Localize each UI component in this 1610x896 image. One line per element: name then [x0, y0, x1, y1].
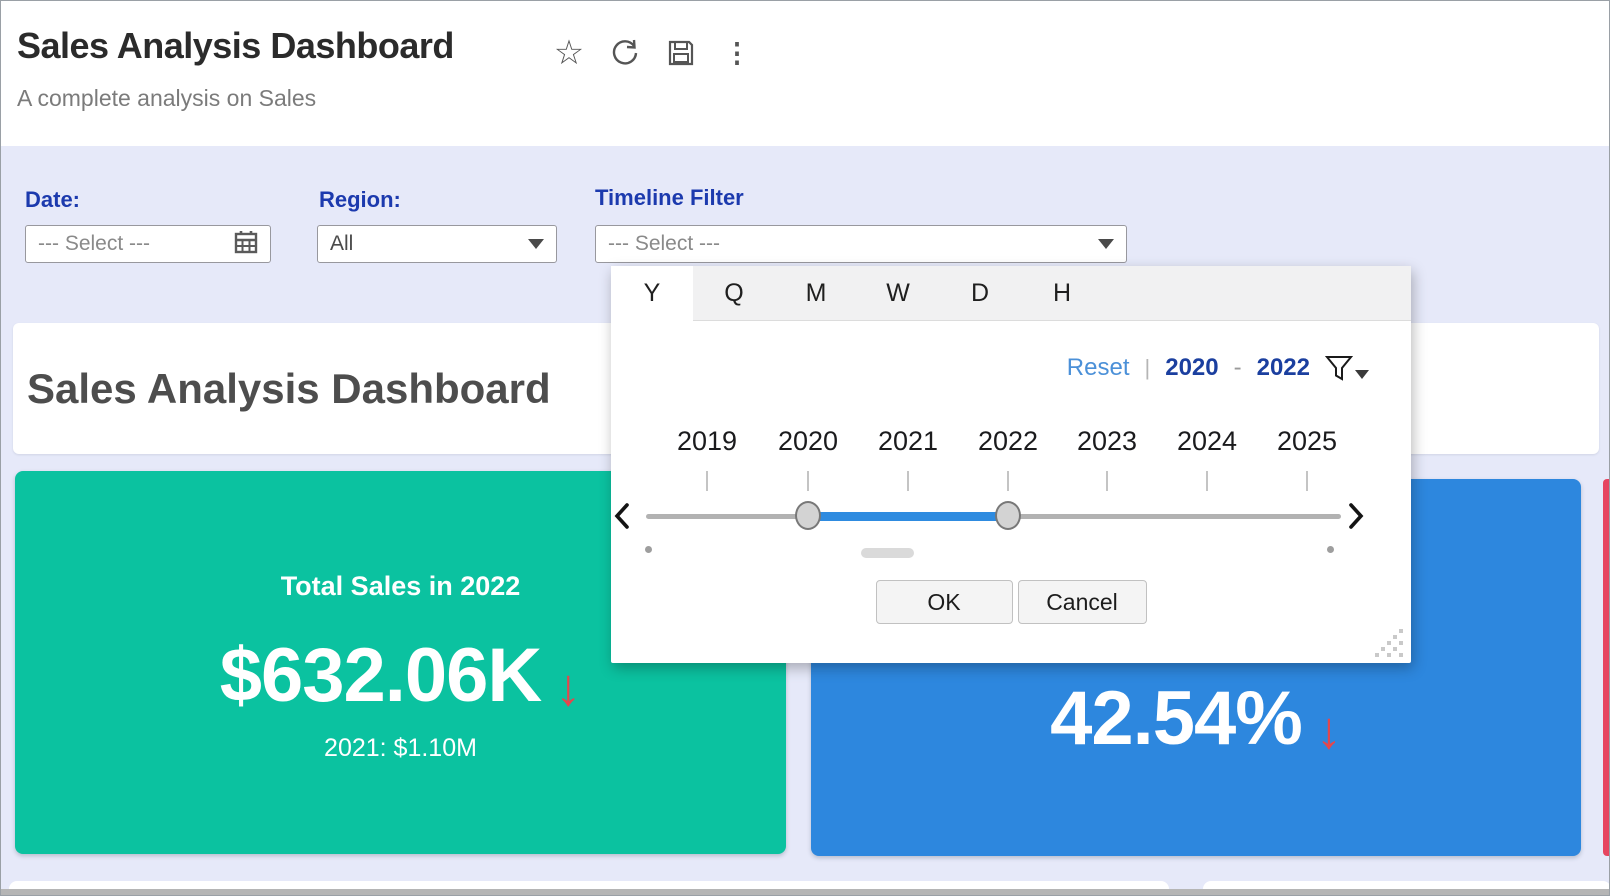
- tab-hour[interactable]: H: [1052, 279, 1072, 307]
- trend-down-arrow-icon: ↓: [555, 659, 582, 717]
- timeline-filter-popup: Y Q M W D H Reset | 2020 - 2022 2019 202…: [611, 266, 1411, 663]
- slider-year-label: 2020: [777, 426, 839, 456]
- slider-year-label: 2021: [877, 426, 939, 456]
- ok-button[interactable]: OK: [875, 580, 1013, 624]
- slider-year-label: 2025: [1276, 426, 1338, 456]
- slider-range-dot-left: [645, 546, 652, 553]
- timeline-filter-value: --- Select ---: [608, 232, 720, 255]
- chevron-down-icon: [528, 239, 544, 249]
- slider-selected-range[interactable]: [808, 512, 1008, 521]
- save-icon[interactable]: [663, 35, 699, 71]
- resize-grip-icon[interactable]: [1373, 627, 1405, 659]
- calendar-icon[interactable]: [234, 230, 258, 259]
- tab-day[interactable]: D: [970, 279, 990, 307]
- refresh-icon[interactable]: [607, 35, 643, 71]
- range-summary-row: Reset | 2020 - 2022: [1067, 354, 1369, 382]
- tab-year[interactable]: Y: [611, 266, 693, 322]
- horizontal-scrollbar[interactable]: [1, 889, 1609, 895]
- tab-month[interactable]: M: [805, 279, 827, 307]
- region-filter-label: Region:: [319, 187, 401, 212]
- kpi-value: 42.54%: [1050, 676, 1303, 761]
- slider-tick: [1306, 471, 1308, 491]
- separator: |: [1144, 355, 1151, 380]
- slider-tick: [1106, 471, 1108, 491]
- header: Sales Analysis Dashboard A complete anal…: [1, 1, 1609, 146]
- slider-tick: [1007, 471, 1009, 491]
- range-dash: -: [1233, 354, 1242, 381]
- timeline-filter-label: Timeline Filter: [595, 185, 744, 210]
- tab-week[interactable]: W: [886, 279, 910, 307]
- date-filter-label: Date:: [25, 187, 81, 212]
- header-toolbar: ☆ ⋮: [551, 35, 755, 71]
- range-start-year[interactable]: 2020: [1165, 354, 1219, 381]
- region-filter-value: All: [330, 232, 354, 255]
- slider-year-label: 2024: [1176, 426, 1238, 456]
- slider-tick: [1206, 471, 1208, 491]
- chevron-down-icon: [1355, 370, 1369, 379]
- date-filter-value: --- Select ---: [38, 232, 150, 255]
- slider-mini-scrollbar[interactable]: [861, 548, 914, 558]
- slider-tick: [807, 471, 809, 491]
- slider-left-arrow[interactable]: [613, 502, 631, 535]
- kpi-title: Total Sales in 2022: [280, 571, 521, 601]
- slider-tick: [706, 471, 708, 491]
- favorite-star-icon[interactable]: ☆: [553, 34, 585, 72]
- slider-handle-start[interactable]: [795, 501, 821, 530]
- slider-tick: [907, 471, 909, 491]
- slider-year-label: 2022: [977, 426, 1039, 456]
- chevron-down-icon: [1098, 239, 1114, 249]
- kpi-comparison: 2021: $1.10M: [324, 734, 477, 762]
- timeline-granularity-tabs: Y Q M W D H: [611, 266, 1411, 322]
- reset-link[interactable]: Reset: [1066, 354, 1130, 381]
- funnel-filter-icon[interactable]: [1325, 354, 1369, 382]
- region-filter-select[interactable]: All: [317, 225, 557, 263]
- date-filter-input[interactable]: --- Select ---: [25, 225, 271, 263]
- kpi-value: $632.06K: [219, 633, 543, 718]
- slider-year-label: 2019: [676, 426, 738, 456]
- tab-quarter[interactable]: Q: [724, 279, 744, 307]
- page-subtitle: A complete analysis on Sales: [17, 85, 317, 111]
- popup-buttons: OK Cancel: [611, 580, 1411, 624]
- range-end-year[interactable]: 2022: [1256, 354, 1310, 381]
- trend-down-arrow-icon: ↓: [1315, 702, 1342, 760]
- slider-right-arrow[interactable]: [1347, 502, 1365, 535]
- slider-handle-end[interactable]: [995, 501, 1021, 530]
- widget-title: Sales Analysis Dashboard: [27, 364, 551, 412]
- slider-year-label: 2023: [1076, 426, 1138, 456]
- more-options-kebab-icon[interactable]: ⋮: [723, 37, 751, 68]
- timeline-filter-select[interactable]: --- Select ---: [595, 225, 1127, 263]
- page-title: Sales Analysis Dashboard: [17, 25, 454, 66]
- slider-range-dot-right: [1327, 546, 1334, 553]
- cancel-button[interactable]: Cancel: [1017, 580, 1147, 624]
- kpi-card-edge-sliver: [1603, 479, 1609, 856]
